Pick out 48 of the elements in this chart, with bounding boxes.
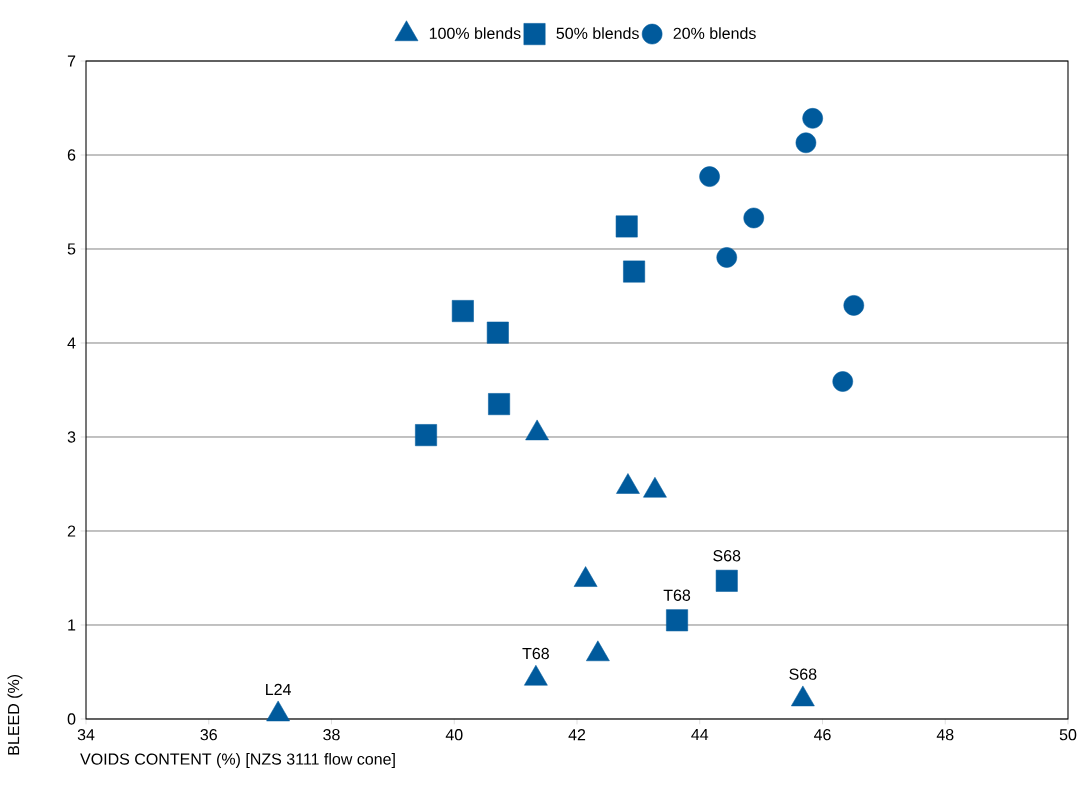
- y-axis-title: BLEED (%): [7, 674, 23, 755]
- y-tick-label: 4: [67, 337, 76, 349]
- y-tick-label: 3: [67, 431, 76, 443]
- point: [415, 424, 437, 447]
- y-tick-label: 0: [67, 713, 76, 725]
- x-tick-label: 38: [323, 729, 340, 741]
- point: [266, 700, 290, 722]
- point: [451, 300, 474, 322]
- point: [486, 321, 509, 344]
- point: [832, 371, 854, 392]
- y-tick-label: 1: [68, 619, 76, 631]
- x-tick-label: 48: [936, 729, 954, 741]
- x-tick-label: 34: [77, 729, 95, 741]
- point: [586, 640, 610, 662]
- y-tick-label: 2: [67, 525, 76, 537]
- point: [573, 566, 598, 587]
- x-tick-label: 44: [691, 729, 709, 741]
- point: [524, 664, 548, 686]
- x-tick-label: 50: [1059, 729, 1077, 741]
- point: [843, 295, 865, 316]
- point: [643, 476, 667, 498]
- point: [488, 393, 510, 416]
- y-tick-label: 7: [67, 55, 76, 67]
- annotation: T68: [663, 589, 691, 601]
- x-tick-label: 42: [568, 729, 586, 741]
- x-tick-label: 46: [813, 729, 831, 741]
- annotation: S68: [789, 668, 817, 680]
- point: [791, 685, 815, 707]
- y-tick-label: 5: [67, 243, 76, 255]
- point: [802, 108, 823, 129]
- point: [716, 247, 738, 268]
- legend-label: 50% blends: [556, 27, 639, 40]
- point: [525, 419, 549, 441]
- x-axis-title: VOIDS CONTENT (%) [NZS 3111 flow cone]: [80, 753, 395, 768]
- point: [616, 473, 640, 494]
- annotation: S68: [713, 550, 741, 562]
- point: [615, 215, 638, 238]
- point: [623, 260, 646, 283]
- y-tick-label: 6: [67, 149, 76, 161]
- point: [699, 166, 720, 187]
- point: [743, 207, 765, 229]
- legend-label: 100% blends: [429, 27, 521, 40]
- legend-label: 20% blends: [673, 27, 756, 40]
- x-tick-label: 40: [445, 729, 463, 741]
- x-tick-label: 36: [200, 729, 217, 741]
- annotation: L24: [266, 683, 291, 695]
- point: [795, 132, 817, 154]
- annotation: T68: [522, 647, 549, 660]
